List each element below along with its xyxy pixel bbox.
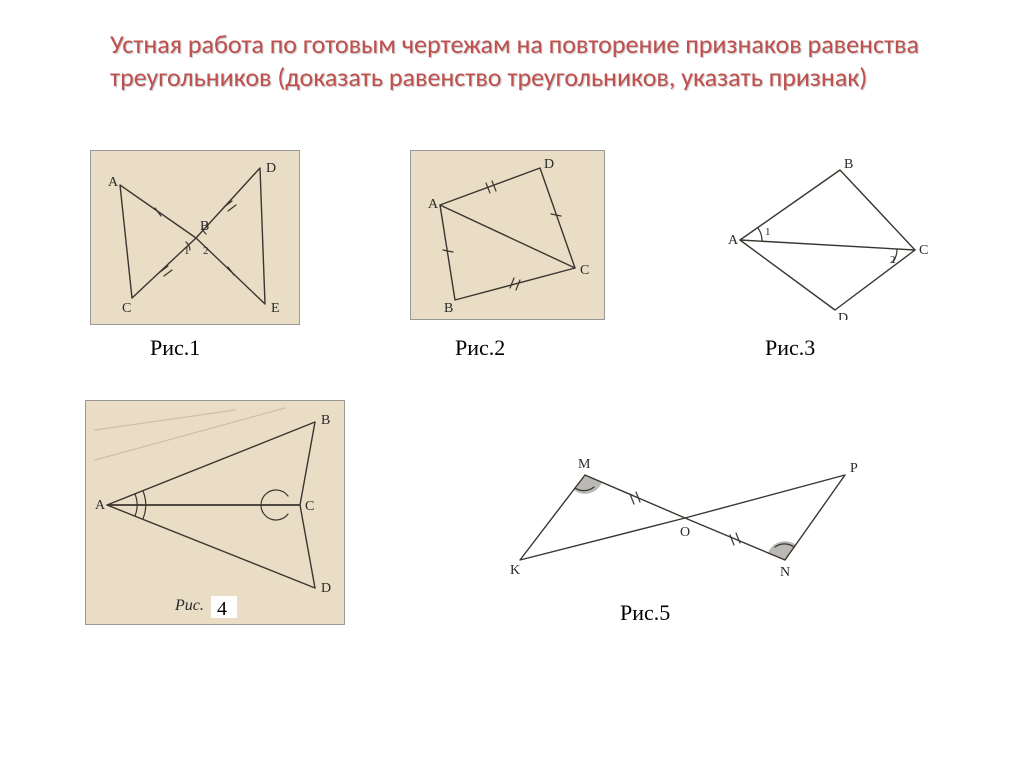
fig3-label-B: B — [844, 157, 853, 172]
figure-5: K M O N P — [490, 430, 870, 590]
fig5-label-K: K — [510, 563, 520, 578]
fig1-angle-2: 2 — [203, 245, 209, 257]
fig4-label-D: D — [321, 581, 331, 596]
fig5-label-O: O — [680, 525, 690, 540]
fig1-label-D: D — [266, 161, 276, 176]
fig4-caption-prefix: Рис. — [174, 597, 204, 614]
fig4-label-B: B — [321, 413, 330, 428]
figure-4-caption-num: 4 — [217, 598, 227, 621]
fig5-label-N: N — [780, 565, 790, 580]
fig3-angle-1: 1 — [765, 226, 771, 238]
figure-1: A C D E B 1 2 — [90, 150, 300, 325]
figure-3: A B C D 1 2 — [720, 150, 930, 320]
fig1-angle-1: 1 — [184, 245, 190, 257]
fig2-label-C: C — [580, 263, 589, 278]
fig4-label-C: C — [305, 499, 314, 514]
fig1-label-A: A — [108, 175, 119, 190]
figure-3-caption: Рис.3 — [765, 335, 815, 361]
figure-2-caption: Рис.2 — [455, 335, 505, 361]
fig4-label-A: A — [95, 498, 106, 513]
fig2-label-A: A — [428, 197, 439, 212]
figure-5-caption: Рис.5 — [620, 600, 670, 626]
fig5-label-M: M — [578, 457, 591, 472]
fig2-label-D: D — [544, 157, 554, 172]
fig1-label-B: B — [200, 219, 209, 234]
fig2-label-B: B — [444, 301, 453, 316]
fig3-angle-2: 2 — [890, 254, 896, 266]
figure-4: A B C D Рис. — [85, 400, 345, 625]
fig3-label-A: A — [728, 233, 739, 248]
fig3-label-D: D — [838, 311, 848, 320]
fig1-label-E: E — [271, 301, 280, 316]
figure-2: A D C B — [410, 150, 605, 320]
slide-title: Устная работа по готовым чертежам на пов… — [110, 28, 930, 93]
fig1-label-C: C — [122, 301, 131, 316]
fig3-label-C: C — [919, 243, 928, 258]
fig5-label-P: P — [850, 461, 858, 476]
figure-1-caption: Рис.1 — [150, 335, 200, 361]
